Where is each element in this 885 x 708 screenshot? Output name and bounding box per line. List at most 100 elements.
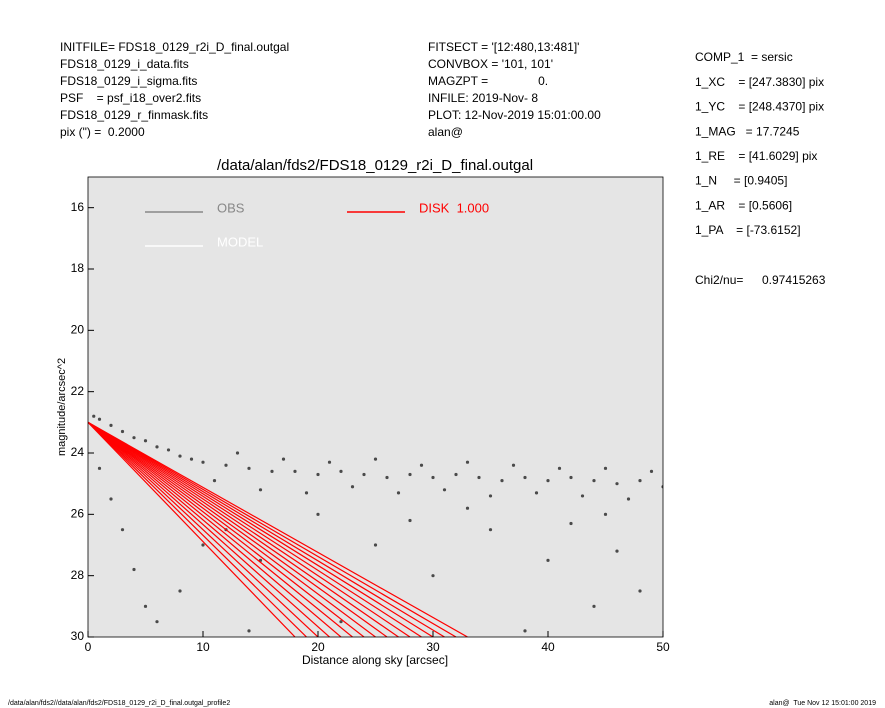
obs-point: [465, 460, 470, 464]
obs-point: [408, 518, 412, 523]
obs-point: [155, 620, 159, 624]
param-line: 1_YC = [248.4370] pix: [695, 100, 824, 114]
obs-point: [132, 567, 136, 572]
obs-point: [201, 543, 205, 547]
chart-title: /data/alan/fds2/FDS18_0129_r2i_D_final.o…: [217, 157, 533, 174]
obs-point: [373, 543, 378, 547]
obs-point: [339, 469, 343, 473]
obs-point: [155, 445, 159, 449]
obs-point: [569, 475, 573, 480]
disk-line: [88, 421, 399, 637]
param-line: 1_XC = [247.3830] pix: [695, 75, 824, 89]
header-middle-line: FITSECT = '[12:480,13:481]': [428, 40, 579, 54]
param-line: 1_AR = [0.5606]: [695, 198, 792, 212]
disk-line: [88, 421, 411, 637]
disk-line: [88, 421, 388, 637]
plot-background: [88, 177, 663, 637]
header-middle-line: CONVBOX = '101, 101': [428, 57, 553, 71]
param-line: 1_N = [0.9405]: [695, 174, 787, 188]
obs-point: [327, 460, 332, 464]
obs-point: [166, 448, 171, 452]
obs-point: [201, 460, 205, 464]
y-tick-label: 26: [71, 507, 85, 521]
obs-point: [431, 574, 435, 578]
obs-point: [316, 512, 320, 516]
obs-point: [293, 469, 297, 473]
y-tick-label: 16: [71, 200, 85, 214]
obs-point: [120, 429, 125, 434]
obs-point: [431, 475, 435, 480]
obs-point: [373, 457, 378, 461]
obs-point: [92, 414, 96, 418]
chi-value: 0.97415263: [762, 273, 826, 287]
obs-point: [143, 439, 148, 443]
obs-point: [580, 494, 585, 498]
chi-label: Chi2/nu=: [695, 273, 743, 287]
disk-line: [88, 421, 296, 637]
obs-point: [477, 475, 481, 480]
data-layer: [88, 414, 663, 637]
obs-point: [546, 558, 550, 562]
obs-point: [454, 472, 458, 477]
param-line: 1_MAG = 17.7245: [695, 124, 800, 138]
obs-point: [557, 466, 562, 470]
obs-point: [212, 479, 217, 483]
obs-point: [258, 488, 263, 492]
param-line: 1_PA = [-73.6152]: [695, 223, 801, 237]
obs-point: [615, 549, 619, 553]
obs-point: [132, 436, 136, 440]
header-left-line: FDS18_0129_r_finmask.fits: [60, 108, 208, 122]
obs-point: [316, 472, 320, 477]
param-line: COMP_1 = sersic: [695, 50, 793, 64]
obs-point: [281, 457, 286, 461]
obs-point: [592, 604, 596, 608]
obs-point: [442, 488, 447, 492]
obs-point: [178, 454, 182, 458]
obs-point: [109, 423, 113, 427]
obs-point: [534, 491, 539, 495]
obs-point: [109, 497, 113, 501]
footer-left: /data/alan/fds2//data/alan/fds2/FDS18_01…: [8, 700, 230, 707]
header-left-line: FDS18_0129_i_data.fits: [60, 57, 189, 71]
param-line: 1_RE = [41.6029] pix: [695, 149, 817, 163]
header-middle-line: alan@: [428, 125, 463, 139]
obs-point: [638, 589, 642, 593]
x-axis-label: Distance along sky [arcsec]: [302, 653, 448, 667]
header-middle-line: PLOT: 12-Nov-2019 15:01:00.00: [428, 108, 601, 122]
obs-point: [247, 629, 251, 633]
disk-line: [88, 421, 307, 637]
y-tick-label: 30: [71, 629, 85, 643]
x-tick-label: 40: [541, 640, 555, 654]
obs-point: [488, 528, 493, 532]
disk-line: [88, 421, 434, 637]
disk-line: [88, 421, 319, 637]
obs-point: [235, 451, 240, 455]
disk-line: [88, 421, 468, 637]
header-left-line: FDS18_0129_i_sigma.fits: [60, 74, 197, 88]
y-tick-label: 22: [71, 384, 85, 398]
disk-line: [88, 421, 365, 637]
disk-line: [88, 421, 457, 637]
disk-line: [88, 421, 445, 637]
disk-line: [88, 421, 353, 637]
header-middle-line: MAGZPT = 0.: [428, 74, 548, 88]
disk-line: [88, 421, 376, 637]
obs-point: [523, 475, 527, 480]
obs-point: [500, 479, 504, 483]
x-tick-label: 20: [311, 640, 325, 654]
obs-point: [523, 629, 527, 633]
x-tick-label: 10: [196, 640, 210, 654]
x-tick-label: 0: [85, 640, 92, 654]
obs-point: [350, 485, 355, 489]
obs-point: [97, 466, 102, 470]
obs-point: [224, 463, 228, 467]
x-tick-label: 30: [426, 640, 440, 654]
disk-line: [88, 421, 342, 637]
header-left-line: pix (") = 0.2000: [60, 125, 145, 139]
plot-frame: [87, 176, 664, 638]
obs-point: [603, 512, 608, 516]
y-tick-label: 28: [71, 568, 85, 582]
obs-point: [615, 482, 619, 486]
obs-point: [247, 466, 251, 470]
